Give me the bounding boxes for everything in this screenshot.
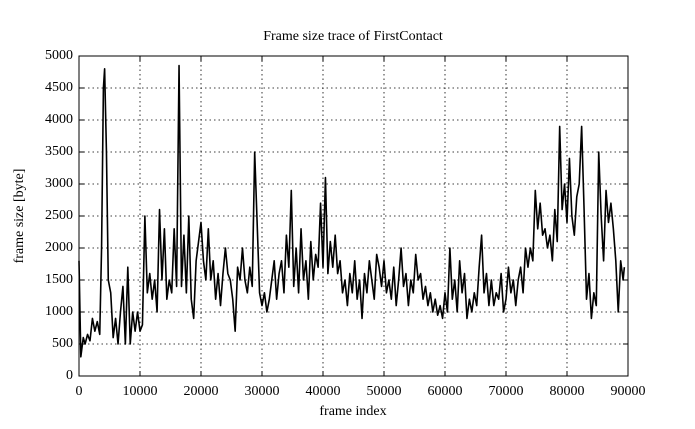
x-tick-label: 10000	[123, 384, 158, 399]
y-tick-label: 1000	[45, 304, 73, 319]
y-tick-label: 3000	[45, 176, 73, 191]
y-tick-label: 2000	[45, 240, 73, 255]
x-tick-label: 80000	[550, 384, 585, 399]
x-axis-label: frame index	[319, 404, 386, 419]
y-tick-label: 500	[52, 336, 73, 351]
y-tick-label: 3500	[45, 144, 73, 159]
x-tick-label: 0	[76, 384, 83, 399]
x-tick-label: 20000	[184, 384, 219, 399]
chart-title: Frame size trace of FirstContact	[263, 29, 443, 44]
y-tick-label: 4500	[45, 80, 73, 95]
y-tick-label: 4000	[45, 112, 73, 127]
y-tick-label: 0	[66, 368, 73, 383]
x-tick-label: 30000	[245, 384, 280, 399]
plot-frame	[78, 55, 629, 377]
y-axis-label: frame size [byte]	[12, 169, 27, 264]
x-tick-label: 90000	[611, 384, 646, 399]
x-tick-label: 50000	[367, 384, 402, 399]
x-tick-label: 70000	[489, 384, 524, 399]
x-tick-label: 60000	[428, 384, 463, 399]
x-tick-label: 40000	[306, 384, 341, 399]
y-tick-label: 2500	[45, 208, 73, 223]
data-line	[78, 64, 626, 358]
y-tick-label: 5000	[45, 48, 73, 63]
y-tick-label: 1500	[45, 272, 73, 287]
